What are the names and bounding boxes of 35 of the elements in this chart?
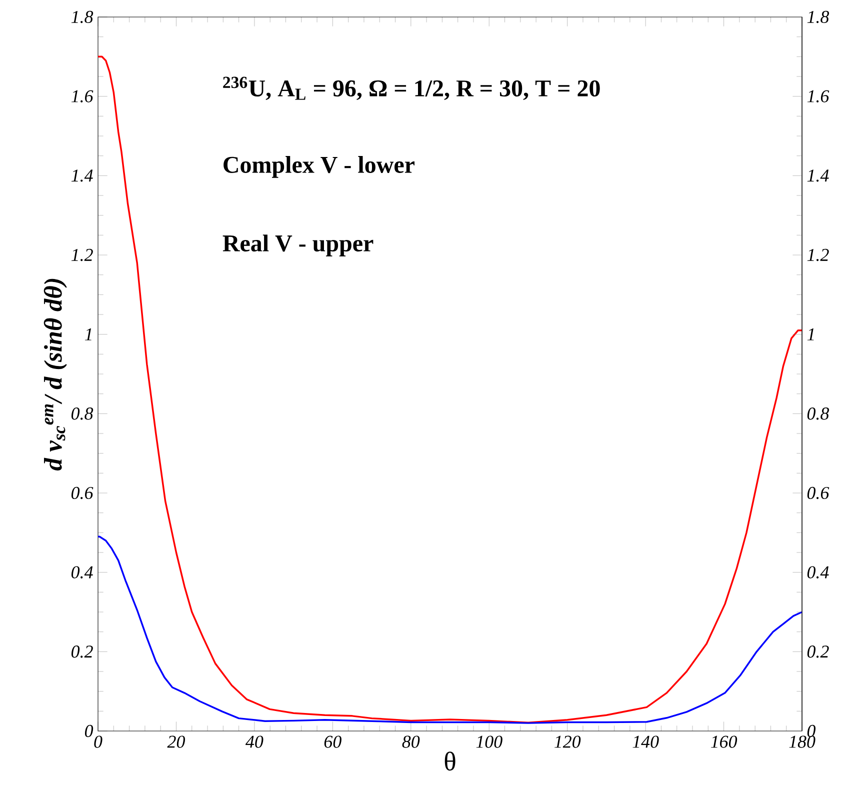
x-tick-label: 20 — [167, 736, 186, 748]
y2-tick-label: 1 — [807, 328, 814, 340]
x-tick-label: 160 — [710, 736, 738, 748]
y-tick-label: 1 — [84, 328, 92, 340]
y-tick-label: 0.6 — [71, 486, 94, 500]
x-axis-title: θ — [444, 752, 456, 771]
y2-tick-label: 0.4 — [807, 566, 829, 578]
y-tick-label: 0.2 — [71, 646, 93, 658]
annotation: $^{236}$U, A$_{L}$ = 96, Ω = 1/2, R = 30, T = 20 — [223, 76, 600, 100]
x-tick-label: 0 — [94, 736, 102, 748]
y-tick-label: 1.6 — [71, 90, 94, 102]
x-tick-label: 120 — [554, 736, 581, 748]
y-tick-label: 1.2 — [71, 248, 93, 262]
y2-tick-label: 1.2 — [807, 248, 829, 262]
y2-tick-label: 1.8 — [807, 10, 830, 24]
y2-tick-label: 0.8 — [807, 408, 830, 420]
x-tick-label: 100 — [476, 736, 502, 748]
y2-tick-label: 0.2 — [807, 646, 829, 658]
x-tick-label: 140 — [632, 736, 659, 748]
x-tick-label: 60 — [324, 736, 342, 748]
x-tick-label: 40 — [245, 736, 264, 748]
annotation: Complex V - lower — [224, 156, 414, 178]
y-axis-title: d ν$_{sc}$$^{em}$/ d (sinθ dθ) — [44, 278, 67, 470]
y-tick-label: 0.8 — [71, 408, 94, 420]
x-tick-label: 180 — [789, 736, 816, 748]
y2-tick-label: 1.6 — [807, 90, 830, 102]
y-tick-label: 1.4 — [71, 170, 93, 182]
y2-tick-label: 0.6 — [807, 486, 830, 500]
annotation: Real V - upper — [222, 234, 374, 256]
y-tick-label: 1.8 — [71, 10, 94, 24]
x-tick-label: 80 — [402, 736, 420, 748]
y2-tick-label: 0 — [807, 724, 816, 738]
y2-tick-label: 1.4 — [807, 170, 829, 182]
y-tick-label: 0.4 — [71, 566, 93, 578]
y-tick-label: 0 — [84, 724, 94, 738]
